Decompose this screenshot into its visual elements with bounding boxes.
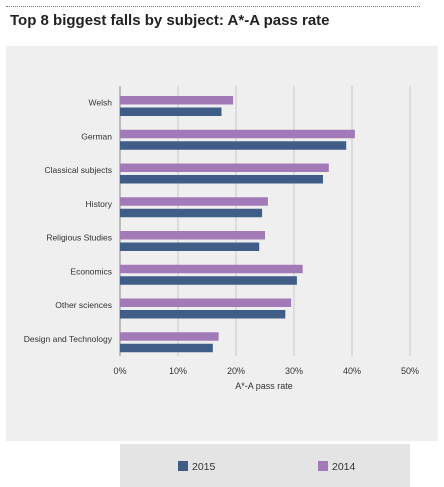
bar-2014 <box>120 163 329 172</box>
legend-label-2014: 2014 <box>332 461 356 473</box>
x-tick-label: 0% <box>113 366 126 376</box>
top-rule <box>6 6 420 7</box>
category-label: German <box>81 131 112 141</box>
bar-2014 <box>120 197 268 206</box>
bar-2015 <box>120 107 222 116</box>
bar-2014 <box>120 96 234 105</box>
category-label: Welsh <box>89 98 113 108</box>
bar-2015 <box>120 208 263 218</box>
category-label: Religious Studies <box>46 233 112 243</box>
legend-strip <box>120 444 410 487</box>
legend-label-2015: 2015 <box>192 461 216 473</box>
x-tick-label: 30% <box>285 366 303 376</box>
bar-2014 <box>120 264 303 274</box>
bar-2015 <box>120 242 260 251</box>
bar-2015 <box>120 343 213 353</box>
bar-2014 <box>120 332 219 341</box>
bar-2014 <box>120 298 292 307</box>
bar-2015 <box>120 276 297 285</box>
bar-2014 <box>120 129 355 139</box>
x-axis-label: A*-A pass rate <box>235 381 293 391</box>
bar-2015 <box>120 310 286 319</box>
legend-swatch-2014 <box>318 461 328 471</box>
bar-2015 <box>120 175 323 184</box>
category-label: Economics <box>70 266 112 276</box>
legend-swatch-2015 <box>178 461 188 471</box>
chart-title: Top 8 biggest falls by subject: A*-A pas… <box>10 12 330 29</box>
x-tick-label: 40% <box>343 366 361 376</box>
category-label: Design and Technology <box>24 334 113 344</box>
x-tick-label: 10% <box>169 366 187 376</box>
category-label: Other sciences <box>55 300 112 310</box>
bar-2015 <box>120 141 347 150</box>
category-label: History <box>86 199 113 209</box>
bar-2014 <box>120 231 265 240</box>
x-tick-label: 20% <box>227 366 245 376</box>
category-label: Classical subjects <box>44 165 112 175</box>
x-tick-label: 50% <box>401 366 419 376</box>
